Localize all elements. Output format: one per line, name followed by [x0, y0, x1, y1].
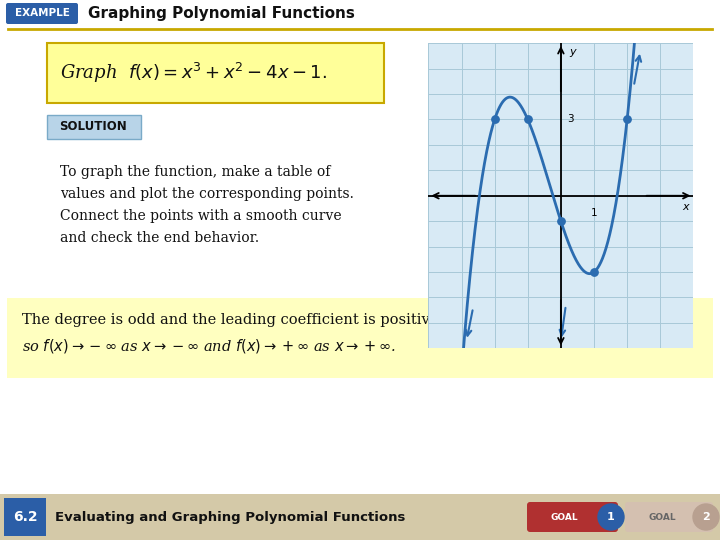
Text: Connect the points with a smooth curve: Connect the points with a smooth curve [60, 209, 341, 223]
Point [555, 217, 567, 226]
Text: so $f(x) \rightarrow -\infty$ as $x \rightarrow -\infty$ and $f(x) \rightarrow +: so $f(x) \rightarrow -\infty$ as $x \rig… [22, 337, 396, 355]
FancyBboxPatch shape [6, 3, 78, 24]
FancyBboxPatch shape [47, 43, 384, 103]
Point [522, 115, 534, 124]
FancyBboxPatch shape [527, 502, 618, 532]
Text: 1: 1 [607, 512, 615, 522]
Text: Graph  $f(x) = x^3 + x^2 - 4x - 1.$: Graph $f(x) = x^3 + x^2 - 4x - 1.$ [60, 61, 327, 85]
Text: The degree is odd and the leading coefficient is positive,: The degree is odd and the leading coeffi… [22, 313, 443, 327]
Text: $y$: $y$ [569, 48, 578, 59]
Text: values and plot the corresponding points.: values and plot the corresponding points… [60, 187, 354, 201]
Text: Evaluating and Graphing Polynomial Functions: Evaluating and Graphing Polynomial Funct… [55, 510, 405, 523]
Circle shape [598, 504, 624, 530]
Text: $x$: $x$ [683, 202, 691, 212]
Point [489, 115, 500, 124]
Text: Graphing Polynomial Functions: Graphing Polynomial Functions [88, 6, 355, 21]
Text: 6.2: 6.2 [13, 510, 37, 524]
Text: 2: 2 [702, 512, 710, 522]
Text: To graph the function, make a table of: To graph the function, make a table of [60, 165, 330, 179]
Text: EXAMPLE: EXAMPLE [14, 9, 69, 18]
FancyBboxPatch shape [47, 115, 141, 139]
Text: GOAL: GOAL [550, 512, 578, 522]
Text: SOLUTION: SOLUTION [59, 120, 127, 133]
Text: 3: 3 [567, 114, 573, 125]
FancyBboxPatch shape [7, 298, 713, 378]
Point [621, 115, 633, 124]
Text: 1: 1 [590, 208, 598, 219]
FancyBboxPatch shape [4, 498, 46, 536]
FancyBboxPatch shape [0, 494, 720, 540]
Circle shape [693, 504, 719, 530]
Text: GOAL: GOAL [648, 512, 676, 522]
FancyBboxPatch shape [625, 502, 713, 532]
Point [588, 268, 600, 276]
Text: and check the end behavior.: and check the end behavior. [60, 231, 259, 245]
